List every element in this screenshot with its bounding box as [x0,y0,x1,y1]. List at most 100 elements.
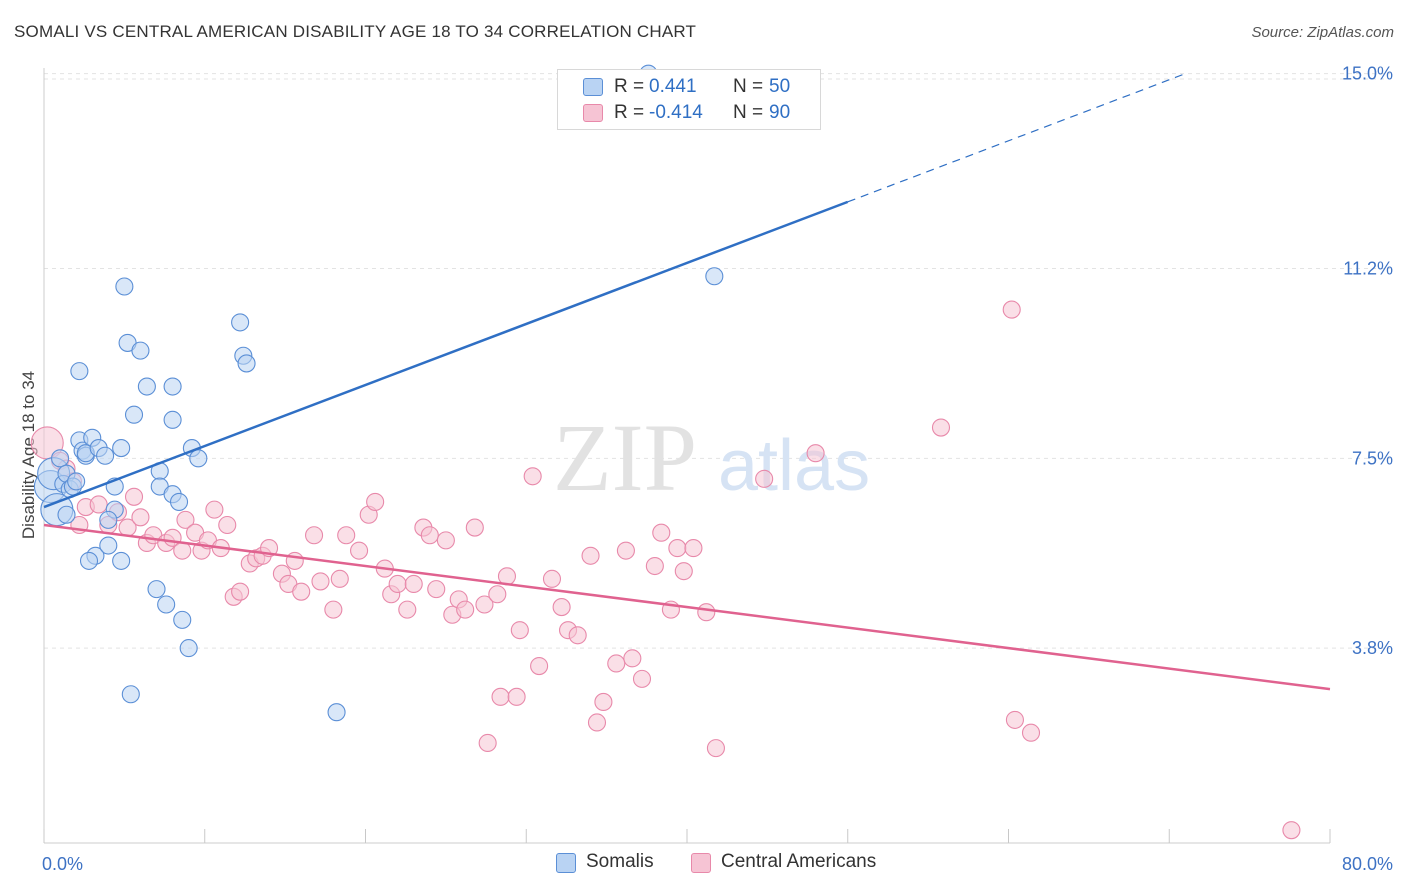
central-american-point [542,569,562,588]
central-american-point [652,523,671,542]
somali-point [121,685,140,704]
somali-point [115,277,134,296]
legend-swatch-somalis [583,78,603,96]
central-american-point [350,541,369,560]
central-american-point [616,541,635,560]
series-legend: Somalis Central Americans [0,850,1406,880]
legend-label-central-americans: Central Americans [721,851,877,872]
central-american-point [530,656,549,676]
somali-point [327,703,346,722]
somali-point [163,410,182,429]
central-american-point [285,551,304,570]
central-american-point [218,515,237,535]
x-axis-ticks [43,829,1331,843]
central-american-point [581,546,600,565]
legend-r-value: 0.441 [649,76,697,97]
central-american-point [645,556,664,576]
somali-point [137,377,156,396]
central-american-point [337,526,356,545]
central-american-point [124,487,144,506]
somali-point [70,362,89,381]
somali-point [179,639,198,658]
somali-point [99,536,118,555]
x-tick-label-max: 80.0% [1342,854,1393,874]
legend-swatch-central-americans [583,104,603,122]
correlation-legend: R = 0.441 N = 50 R = -0.414 N = 90 [557,69,821,130]
watermark-zip: ZIP [553,404,697,511]
legend-n-value: 90 [769,102,791,123]
central-american-point [632,669,652,688]
trend-lines [43,73,1331,691]
central-american-point [231,582,250,601]
somali-point [131,341,150,360]
central-american-point [594,692,613,712]
central-american-point [523,467,542,486]
central-american-point [475,595,494,614]
somalis-points [33,64,724,722]
central-american-point [607,654,626,673]
central-american-point [366,492,385,511]
somali-point [67,472,86,491]
somali-point [705,267,724,286]
x-axis-tick-labels: 0.0% 80.0% [42,854,1393,874]
central-american-point [176,510,195,529]
watermark-atlas: atlas [718,426,870,506]
central-american-point [931,418,951,437]
somali-point [147,580,166,599]
legend-n-label: N = [733,102,764,123]
somali-point [157,595,176,614]
central-american-point [1002,300,1021,319]
central-american-point [587,713,607,732]
central-american-point [507,687,526,706]
legend-r-label: R = [614,102,645,123]
central-american-point [491,687,510,706]
central-american-point [398,600,417,619]
central-american-point [292,582,311,601]
central-american-point [427,580,446,599]
central-american-point [488,585,507,604]
legend-r-value: -0.414 [649,102,703,123]
legend-n-value: 50 [769,76,791,97]
somali-point [112,551,131,570]
legend-r-label: R = [614,76,645,97]
central-american-point [436,531,455,550]
somali-point [57,505,76,524]
somali-point [99,510,118,529]
central-american-point [465,518,484,537]
central-american-point [674,562,693,581]
x-tick-label-min: 0.0% [42,854,83,874]
central-american-point [510,621,529,640]
central-american-point [388,574,407,594]
y-tick-label: 11.2% [1343,259,1393,279]
somalis-trend-extension [847,73,1186,203]
central-americans-points [30,300,1301,840]
central-american-point [684,539,703,558]
chart-title: SOMALI VS CENTRAL AMERICAN DISABILITY AG… [14,22,697,41]
legend-label-somalis: Somalis [586,851,654,872]
somalis-trend-line [43,200,849,509]
watermark: ZIP atlas [553,404,870,511]
central-american-point [89,495,108,514]
somali-point [124,405,144,424]
central-american-point [697,603,716,622]
central-american-point [668,539,687,558]
somali-point [96,446,115,465]
chart-source: Source: ZipAtlas.com [1251,24,1394,41]
y-tick-label: 3.8% [1352,638,1393,658]
legend-swatch-central-americans [691,853,711,873]
central-american-point [456,600,475,619]
y-axis-tick-labels: 3.8% 7.5% 11.2% 15.0% [1342,64,1393,658]
somali-point [163,377,182,396]
somali-point [169,492,189,511]
legend-swatch-somalis [556,853,576,873]
central-american-point [173,541,192,560]
central-american-point [806,444,825,463]
central-american-point [305,526,324,545]
central-american-point [552,598,571,617]
central-american-point [1282,821,1301,840]
y-tick-label: 7.5% [1352,448,1393,468]
central-american-point [205,500,224,519]
somali-point [231,313,250,332]
central-american-point [311,572,330,591]
central-american-point [330,569,349,588]
